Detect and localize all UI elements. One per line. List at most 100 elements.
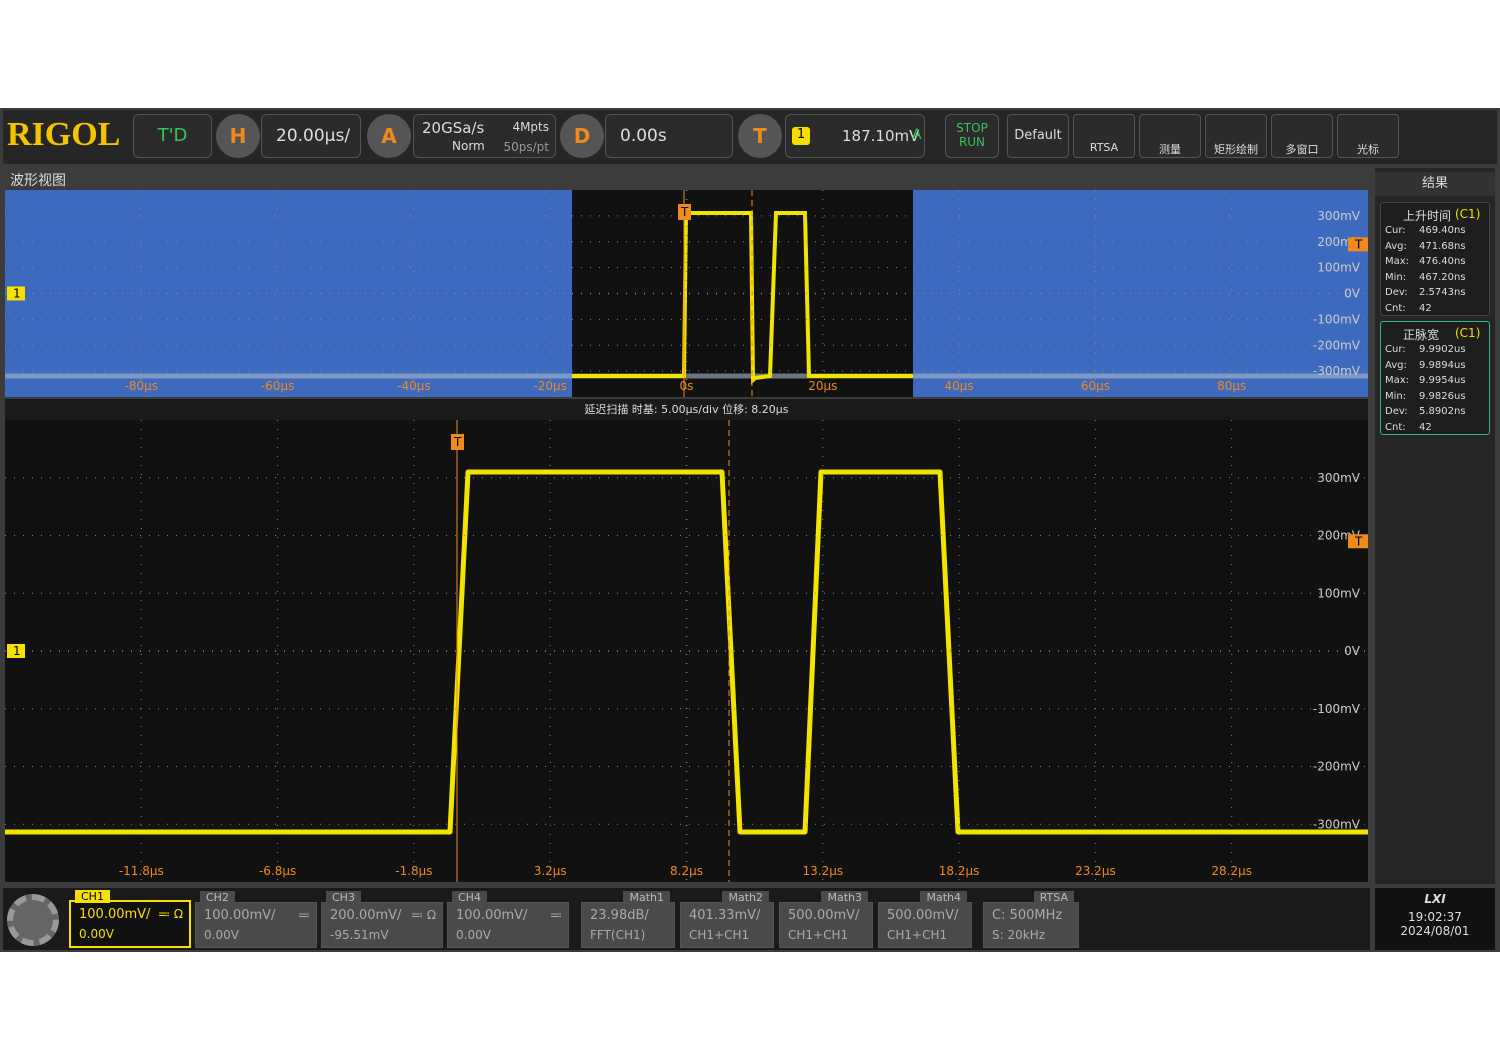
tool-button[interactable]: 光标 <box>1337 114 1399 158</box>
x-label: 23.2μs <box>1075 864 1116 878</box>
channel-card[interactable]: Math2 401.33mV/CH1+CH1 <box>680 891 774 948</box>
channel-card[interactable]: CH4 100.00mV/ ≕ 0.00V <box>447 891 569 948</box>
trigger-level-label: T <box>1354 534 1363 548</box>
x-label: -20μs <box>533 379 567 393</box>
a-label[interactable]: A <box>367 114 411 158</box>
tool-button[interactable]: 测量 <box>1139 114 1201 158</box>
trigger-level-label: T <box>1354 237 1363 251</box>
y-label: -100mV <box>1313 312 1361 326</box>
channel-marker-label: 1 <box>13 287 21 301</box>
channel-card[interactable]: CH2 100.00mV/ ≕ 0.00V <box>195 891 317 948</box>
measure-source: (C1) <box>1455 207 1481 221</box>
channel-offset: 0.00V <box>456 928 491 942</box>
measure-value: 469.40ns <box>1419 225 1466 236</box>
x-label: 13.2μs <box>802 864 843 878</box>
channel-card[interactable]: Math3 500.00mV/CH1+CH1 <box>779 891 873 948</box>
settings-icon[interactable] <box>7 894 59 946</box>
y-label: -300mV <box>1313 364 1361 378</box>
y-label: 0V <box>1344 287 1361 301</box>
channel-tab: Math2 <box>722 891 769 904</box>
channel-card[interactable]: CH1 100.00mV/ ≕ Ω 0.00V <box>69 890 191 948</box>
measure-value: 467.20ns <box>1419 271 1466 283</box>
acquire-box[interactable]: 20GSa/s 4Mpts Norm 50ps/pt <box>413 114 556 158</box>
channel-scale: 100.00mV/ <box>456 908 528 923</box>
y-label: 0V <box>1344 644 1361 658</box>
top-bar: RIGOL T'D H 20.00μs/ A 20GSa/s 4Mpts Nor… <box>3 110 1497 164</box>
channel-offset: 0.00V <box>204 928 239 942</box>
measure-panel[interactable]: 正脉宽 (C1) Cur: 9.9902us Avg: 9.9894us Max: 9.995… <box>1380 321 1490 435</box>
t-label[interactable]: T <box>738 114 782 158</box>
scope-screen: RIGOL T'D H 20.00μs/ A 20GSa/s 4Mpts Nor… <box>0 108 1500 952</box>
mode-button[interactable]: T'D <box>133 114 212 158</box>
delay[interactable]: 0.00s <box>605 114 733 158</box>
trigger-level-marker <box>1348 237 1368 252</box>
logo: RIGOL <box>7 116 121 153</box>
measure-value: 9.9826us <box>1419 390 1466 402</box>
x-label: 3.2μs <box>534 864 567 878</box>
y-label: 300mV <box>1317 209 1361 223</box>
view-title: 波形视图 <box>10 173 66 189</box>
measure-source: (C1) <box>1455 326 1481 340</box>
tool-button[interactable]: RTSA <box>1073 114 1135 158</box>
channel-tab: CH4 <box>452 891 487 904</box>
trigger-level: 187.10mV <box>842 127 920 145</box>
overview-outside <box>913 190 1368 397</box>
channel-scale: 500.00mV/ <box>887 908 959 923</box>
x-label: 28.2μs <box>1211 864 1252 878</box>
measure-value: 42 <box>1419 421 1432 433</box>
measure-value: 9.9954us <box>1419 375 1466 386</box>
channel-coupling: ≕ Ω <box>158 907 183 921</box>
tool-button[interactable]: Default <box>1007 114 1069 158</box>
timebase[interactable]: 20.00μs/ <box>261 114 361 158</box>
channel-offset: CH1+CH1 <box>689 928 750 942</box>
measure-key: Cnt: <box>1385 421 1406 433</box>
measure-value: 471.68ns <box>1419 240 1466 252</box>
status: LXI 19:02:37 2024/08/01 <box>1375 888 1495 950</box>
channel-marker <box>7 286 25 301</box>
channel-offset: 0.00V <box>79 927 114 941</box>
channel-card[interactable]: RTSA C: 500MHz S: 20kHz <box>983 891 1079 948</box>
y-label: 100mV <box>1317 261 1361 275</box>
channel-scale: 23.98dB/ <box>590 908 649 923</box>
x-label: -11.8μs <box>119 864 164 878</box>
run-stop[interactable]: STOP RUN <box>945 114 999 158</box>
tool-buttons: Default RTSA 测量 矩形绘制 多窗口 光标 <box>1003 114 1403 158</box>
y-label: 100mV <box>1317 586 1361 600</box>
measure-value: 9.9894us <box>1419 359 1466 371</box>
x-label: 80μs <box>1217 379 1246 393</box>
x-label: -60μs <box>261 379 295 393</box>
measure-panel[interactable]: 上升时间 (C1) Cur: 469.40ns Avg: 471.68ns Max: 476.… <box>1380 202 1490 316</box>
channel-coupling: ≕ Ω <box>411 908 436 922</box>
measure-key: Avg: <box>1385 359 1407 371</box>
tool-button[interactable]: 多窗口 <box>1271 114 1333 158</box>
zoom-trace <box>5 469 1368 835</box>
x-label: 0s <box>680 379 694 393</box>
channel-coupling: ≕ <box>550 908 562 922</box>
trigger-box[interactable]: 1 187.10mV A <box>785 114 925 158</box>
measure-key: Dev: <box>1385 287 1408 298</box>
trigger-marker-label: T <box>680 205 689 219</box>
measure-value: 476.40ns <box>1419 256 1466 267</box>
measure-name: 上升时间 <box>1403 209 1452 223</box>
zoom-bg <box>5 420 1368 882</box>
tool-button[interactable]: 矩形绘制 <box>1205 114 1267 158</box>
measure-key: Cur: <box>1385 225 1406 236</box>
channel-tab: CH1 <box>75 890 110 903</box>
channel-tab: CH3 <box>326 891 361 904</box>
stop-label: STOP <box>956 121 988 135</box>
channel-scale: C: 500MHz <box>992 908 1063 923</box>
channel-card[interactable]: Math1 23.98dB/FFT(CH1) <box>581 891 675 948</box>
measure-key: Max: <box>1385 256 1410 267</box>
h-label[interactable]: H <box>216 114 260 158</box>
date: 2024/08/01 <box>1400 924 1470 938</box>
x-label: 18.2μs <box>939 864 980 878</box>
channel-scale: 100.00mV/ <box>79 907 151 922</box>
zoom-plot: -11.8μs -6.8μs -1.8μs 3.2μs 8.2μs 13.2μs 18.2μ… <box>5 420 1368 882</box>
channel-card[interactable]: Math4 500.00mV/CH1+CH1 <box>878 891 972 948</box>
x-label: 40μs <box>945 379 974 393</box>
d-label[interactable]: D <box>560 114 604 158</box>
channel-scale: 401.33mV/ <box>689 908 761 923</box>
channel-card[interactable]: CH3 200.00mV/ ≕ Ω -95.51mV <box>321 891 443 948</box>
channel-offset: FFT(CH1) <box>590 928 646 942</box>
